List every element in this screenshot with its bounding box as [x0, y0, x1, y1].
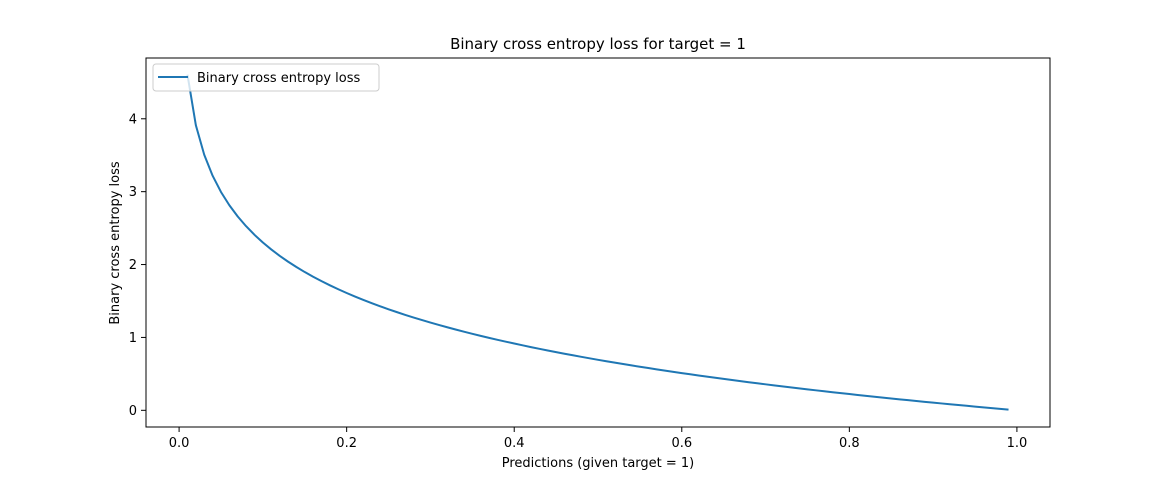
legend-label: Binary cross entropy loss: [197, 71, 361, 86]
y-axis-title: Binary cross entropy loss: [108, 161, 123, 325]
x-axis-ticks: 0.0 0.2 0.4 0.6 0.8 1.0: [169, 427, 1028, 451]
y-tick-label: 3: [129, 185, 137, 200]
x-tick-label: 0.8: [839, 436, 860, 451]
series-layer: [186, 74, 1009, 411]
legend-box: [152, 63, 380, 92]
x-tick-label: 0.4: [504, 436, 525, 451]
plot-area: [146, 58, 1050, 427]
x-tick-label: 0.0: [169, 436, 190, 451]
y-tick-label: 4: [129, 112, 137, 127]
legend: Binary cross entropy loss: [152, 63, 380, 92]
y-tick-label: 1: [129, 331, 137, 346]
chart-title: Binary cross entropy loss for target = 1: [450, 35, 746, 53]
y-axis-ticks: 0 1 2 3 4: [129, 112, 146, 419]
x-tick-label: 1.0: [1007, 436, 1028, 451]
y-tick-label: 0: [129, 404, 137, 419]
x-tick-label: 0.2: [336, 436, 357, 451]
y-tick-label: 2: [129, 258, 137, 273]
plot-frame: [145, 57, 1051, 428]
series-line-0: [186, 74, 1009, 411]
x-tick-label: 0.6: [671, 436, 692, 451]
x-axis-title: Predictions (given target = 1): [502, 456, 695, 471]
